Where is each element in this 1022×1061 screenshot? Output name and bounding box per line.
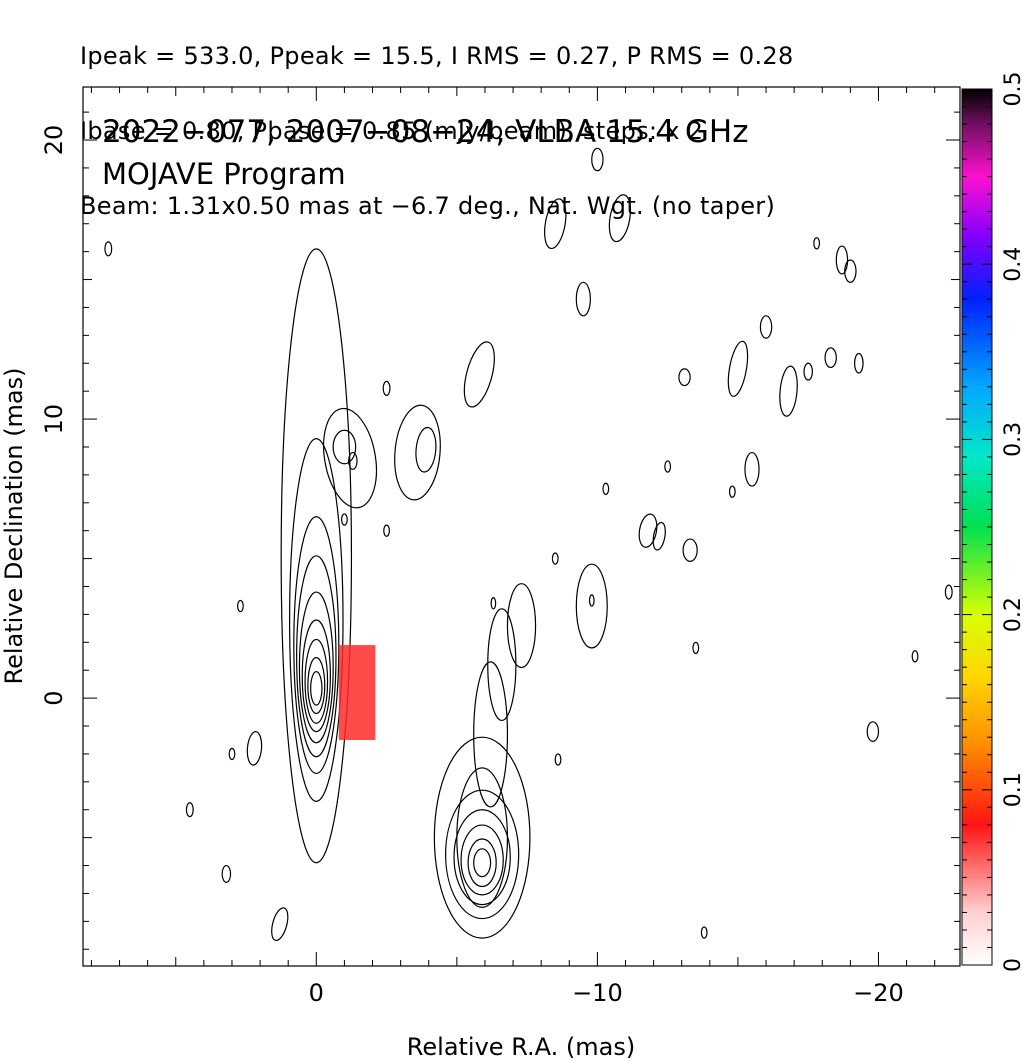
header-line-3: Beam: 1.31x0.50 mas at −6.7 deg., Nat. W… <box>80 192 776 220</box>
contour-core <box>280 248 353 864</box>
contour-jet <box>394 404 441 501</box>
contour-jet <box>779 365 798 417</box>
contour-jet <box>104 241 113 257</box>
contour-jet <box>554 753 562 766</box>
contour-jet <box>866 721 880 742</box>
contour-jet <box>728 485 736 498</box>
contour-jet <box>575 281 591 317</box>
x-axis-label: Relative R.A. (mas) <box>407 1033 635 1061</box>
contour-jet <box>506 583 537 669</box>
contour-jet <box>415 426 437 473</box>
polarization-patch <box>338 645 376 740</box>
contour-jet <box>692 641 700 655</box>
y-axis-label: Relative Declination (mas) <box>0 367 28 684</box>
y-tick-label: 10 <box>40 404 68 435</box>
contour-jet <box>652 521 666 551</box>
contour-jet <box>682 538 698 562</box>
contour-jet <box>236 599 244 613</box>
y-tick-label: 0 <box>40 690 68 705</box>
contour-core <box>296 555 337 758</box>
contour-jet <box>456 767 509 909</box>
contour-jet <box>551 552 559 565</box>
plot-title-line-2: MOJAVE Program <box>102 157 346 191</box>
contour-jet <box>271 907 289 942</box>
contour-jet <box>382 380 391 396</box>
contour-jet <box>824 347 837 369</box>
contour-layer <box>104 147 953 942</box>
x-tick-label: −20 <box>853 979 904 1007</box>
colorbar-tick-label: 0.3 <box>1001 422 1022 457</box>
contour-jet <box>844 259 857 283</box>
contour-jet <box>463 341 495 408</box>
contour-core <box>307 657 326 715</box>
map-header: Ipeak = 533.0, Ppeak = 15.5, I RMS = 0.2… <box>80 0 1020 244</box>
contour-core <box>298 591 334 744</box>
contour-jet <box>944 584 953 600</box>
contour-jet <box>608 194 632 243</box>
plot-title-line-1: 2022−077, 2007−08−24, VLBA 15.4 GHz <box>102 114 748 150</box>
contour-jet <box>221 864 232 883</box>
colorbar-tick-label: 0.1 <box>1001 772 1022 807</box>
contour-jet <box>602 482 610 496</box>
axis-ticks: 0 −10 −20 0 10 20 <box>40 87 960 1007</box>
contour-secondary <box>473 848 492 878</box>
contour-jet <box>664 460 672 473</box>
contour-jet <box>759 315 773 339</box>
contour-secondary <box>460 824 504 896</box>
contour-jet <box>246 731 263 766</box>
contour-jet <box>744 451 760 487</box>
contour-jet <box>853 352 864 374</box>
header-line-1: Ipeak = 533.0, Ppeak = 15.5, I RMS = 0.2… <box>80 42 794 70</box>
contour-secondary <box>433 736 531 939</box>
contour-core <box>304 638 329 724</box>
colorbar-tick-label: 0.2 <box>1001 597 1022 632</box>
contour-jet <box>332 429 357 465</box>
plot-frame <box>82 86 961 967</box>
contour-jet <box>544 198 567 250</box>
colorbar-ticks: 0 0.1 0.2 0.3 0.4 0.5 <box>962 72 1022 972</box>
contour-core <box>289 438 344 802</box>
contour-jet <box>185 802 194 818</box>
contour-jet <box>911 650 919 663</box>
contour-jet <box>727 340 749 397</box>
contour-jet <box>575 563 608 649</box>
contour-jet <box>473 661 509 808</box>
contour-jet <box>383 524 390 537</box>
contour-jet <box>813 237 821 250</box>
colorbar-tick-label: 0 <box>1001 958 1022 972</box>
contour-jet <box>348 451 358 470</box>
contour-jet <box>638 513 658 548</box>
contour-core <box>310 671 323 706</box>
contour-jet <box>588 594 595 607</box>
contour-secondary <box>467 838 497 888</box>
contour-secondary <box>445 789 520 920</box>
contour-core <box>301 619 331 733</box>
contour-jet <box>341 513 348 526</box>
colorbar-tick-label: 0.4 <box>1001 247 1022 282</box>
x-tick-label: 0 <box>309 979 324 1007</box>
contour-jet <box>591 147 604 172</box>
y-tick-label: 20 <box>40 125 68 156</box>
contour-jet <box>323 407 378 509</box>
contour-jet <box>803 362 814 381</box>
contour-jet <box>700 926 708 939</box>
colorbar-tick-label: 0.5 <box>1001 72 1022 107</box>
contour-jet <box>490 597 497 610</box>
contour-secondary <box>453 809 511 906</box>
contour-jet <box>835 245 849 275</box>
contour-jet <box>678 368 691 387</box>
contour-jet <box>487 608 517 722</box>
contour-jet <box>228 747 236 761</box>
header-line-2: Ibase = 0.80, Pbase = 0.85 (mJy/beam), s… <box>80 117 704 145</box>
x-tick-label: −10 <box>572 979 623 1007</box>
